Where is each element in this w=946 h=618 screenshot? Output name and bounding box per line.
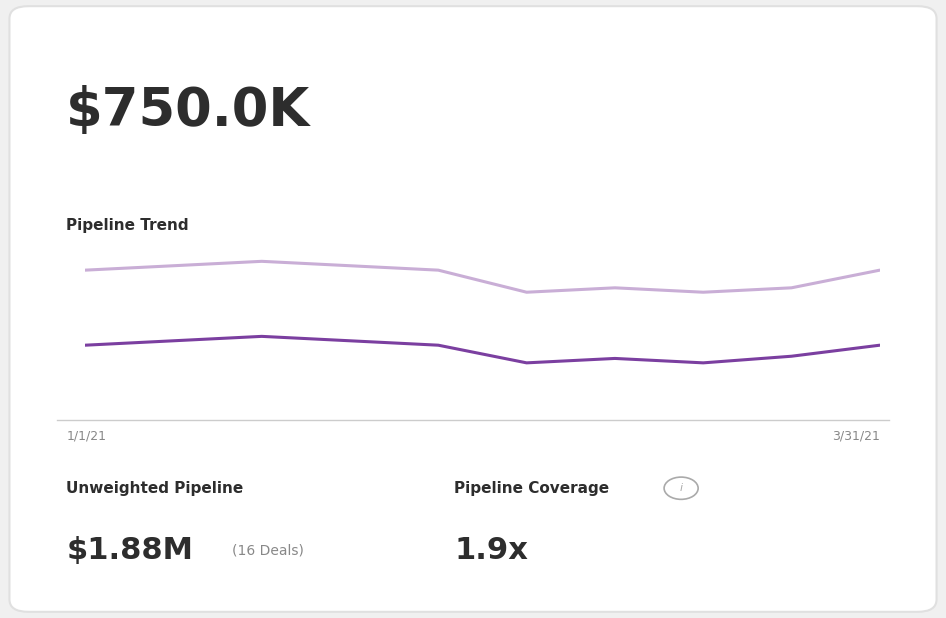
Text: (16 Deals): (16 Deals) (232, 543, 304, 557)
Text: 3/31/21: 3/31/21 (832, 429, 880, 442)
Text: 1.9x: 1.9x (454, 536, 528, 564)
Text: i: i (679, 483, 683, 493)
FancyBboxPatch shape (9, 6, 937, 612)
Text: Pipeline Trend: Pipeline Trend (66, 218, 189, 233)
Text: 1/1/21: 1/1/21 (66, 429, 106, 442)
Text: $750.0K: $750.0K (66, 85, 310, 137)
Text: Unweighted Pipeline: Unweighted Pipeline (66, 481, 243, 496)
Text: Pipeline Coverage: Pipeline Coverage (454, 481, 609, 496)
Text: $1.88M: $1.88M (66, 536, 193, 564)
